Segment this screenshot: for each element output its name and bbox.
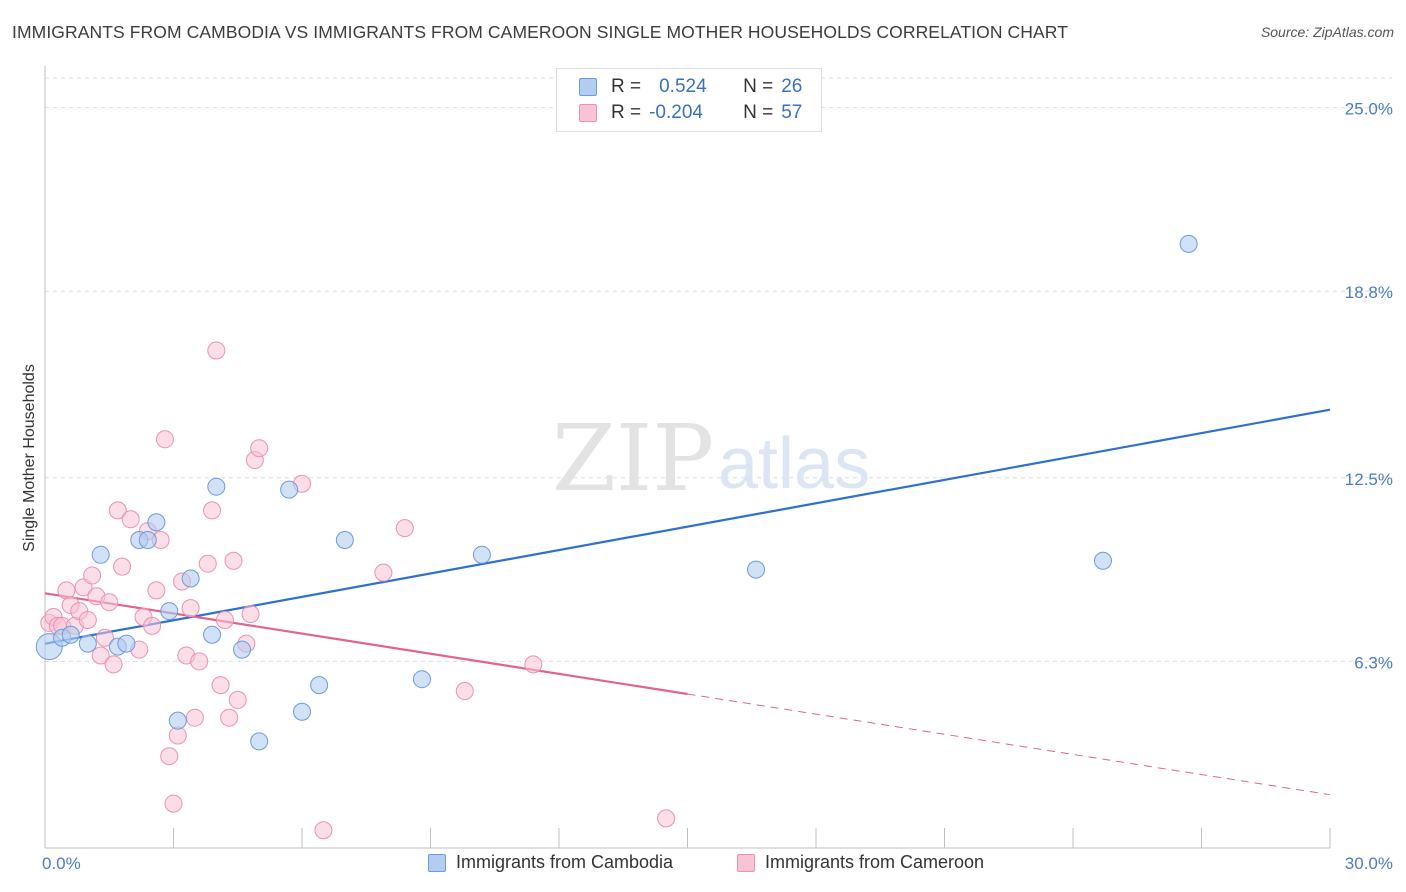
cambodia-point — [160, 602, 179, 621]
cameroon-point — [160, 747, 179, 766]
cambodia-trend-line — [44, 408, 1331, 645]
cambodia-point — [91, 545, 110, 564]
cambodia-point — [335, 531, 354, 549]
cameroon-n-label: N = — [743, 102, 774, 123]
stats-legend: R = 0.524 N = 26 R = -0.204 N = 57 — [556, 68, 822, 132]
cambodia-r-value: 0.524 — [659, 76, 707, 97]
cameroon-legend-label: Immigrants from Cameroon — [765, 852, 985, 872]
cameroon-point — [203, 501, 222, 520]
cambodia-r-label: R = — [611, 76, 642, 97]
cambodia-point — [117, 634, 136, 653]
grid-lines — [45, 77, 1392, 662]
cambodia-point — [280, 480, 299, 499]
cambodia-point — [78, 634, 97, 653]
cambodia-point — [1093, 551, 1112, 570]
x-tick-label: 30.0% — [1345, 854, 1393, 873]
cambodia-point — [250, 732, 269, 751]
cameroon-point — [108, 501, 127, 520]
watermark: ZIP atlas — [552, 405, 870, 512]
cambodia-point — [293, 702, 311, 721]
cameroon-point — [147, 581, 166, 600]
cameroon-point — [524, 655, 543, 674]
cameroon-point — [190, 652, 209, 671]
cambodia-point — [747, 560, 766, 579]
cameroon-point — [113, 557, 132, 576]
cameroon-point — [155, 430, 174, 449]
cambodia-point — [310, 676, 329, 695]
cameroon-point — [211, 676, 230, 695]
cameroon-point — [78, 610, 97, 629]
bottom-legend-cambodia: Immigrants from Cambodia — [428, 852, 673, 873]
cambodia-legend-label: Immigrants from Cambodia — [456, 852, 674, 872]
bottom-legend-cameroon: Immigrants from Cameroon — [737, 852, 984, 873]
cameroon-point — [455, 682, 474, 701]
source-label: Source: ZipAtlas.com — [1260, 24, 1394, 40]
legend-row-cambodia: R = 0.524 N = 26 — [579, 74, 802, 100]
cambodia-point — [203, 625, 222, 644]
cameroon-point — [121, 510, 140, 529]
cambodia-point — [1179, 234, 1198, 253]
y-tick-label: 6.3% — [1354, 653, 1393, 672]
cameroon-point — [181, 599, 200, 618]
watermark-zip: ZIP — [552, 405, 714, 512]
cambodia-point — [168, 711, 187, 730]
cameroon-point — [100, 593, 119, 612]
cameroon-point — [104, 655, 123, 674]
cambodia-point — [181, 569, 200, 588]
cambodia-point — [233, 640, 252, 659]
watermark-atlas: atlas — [718, 424, 870, 504]
x-tick-label: 0.0% — [42, 854, 81, 873]
cambodia-point — [138, 531, 157, 549]
cameroon-point — [207, 341, 226, 360]
cameroon-point — [185, 708, 204, 727]
cameroon-point — [250, 439, 269, 458]
x-tick-labels: 0.0% 30.0% — [42, 854, 1393, 873]
cameroon-point — [220, 708, 239, 727]
cameroon-legend-swatch — [737, 853, 755, 872]
cameroon-point — [224, 551, 243, 570]
cameroon-point — [95, 628, 114, 647]
cameroon-point — [143, 616, 162, 635]
cambodia-point — [61, 625, 80, 644]
cameroon-r-label: R = — [611, 102, 642, 123]
cameroon-point — [395, 519, 414, 538]
cameroon-swatch — [579, 104, 597, 122]
y-axis-label: Single Mother Households — [21, 364, 38, 552]
cameroon-point — [83, 566, 102, 585]
cameroon-point — [228, 690, 247, 709]
cambodia-n-label: N = — [743, 76, 774, 97]
cambodia-point — [412, 670, 431, 689]
cameroon-point — [91, 646, 110, 665]
cameroon-point — [57, 581, 76, 600]
y-tick-labels: 6.3% 12.5% 18.8% 25.0% — [1345, 100, 1393, 673]
chart-title: IMMIGRANTS FROM CAMBODIA VS IMMIGRANTS F… — [12, 22, 1069, 42]
cameroon-point — [314, 821, 333, 840]
y-tick-label: 18.8% — [1345, 283, 1393, 302]
cambodia-legend-swatch — [428, 853, 446, 872]
cameroon-n-value: 57 — [781, 102, 803, 123]
trend-lines — [44, 408, 1331, 796]
series-cambodia-points — [35, 234, 1198, 751]
series-cameroon-points — [40, 341, 676, 840]
cameroon-r-value: -0.204 — [649, 102, 703, 123]
cameroon-point — [164, 794, 183, 813]
legend-row-cameroon: R = -0.204 N = 57 — [579, 100, 802, 126]
cameroon-point — [198, 554, 217, 573]
axes — [44, 66, 1331, 849]
y-tick-label: 12.5% — [1345, 470, 1393, 489]
cambodia-point — [147, 513, 166, 532]
cameroon-trend-line — [44, 592, 688, 696]
cameroon-point — [215, 610, 234, 629]
cameroon-point — [657, 809, 676, 828]
cambodia-swatch — [579, 78, 597, 96]
cameroon-point — [374, 563, 393, 582]
cameroon-trend-extension — [687, 693, 1331, 796]
cameroon-point — [241, 605, 260, 624]
cambodia-point — [207, 477, 226, 496]
y-tick-label: 25.0% — [1345, 100, 1393, 119]
cambodia-n-value: 26 — [781, 76, 803, 97]
cambodia-point — [472, 545, 491, 564]
